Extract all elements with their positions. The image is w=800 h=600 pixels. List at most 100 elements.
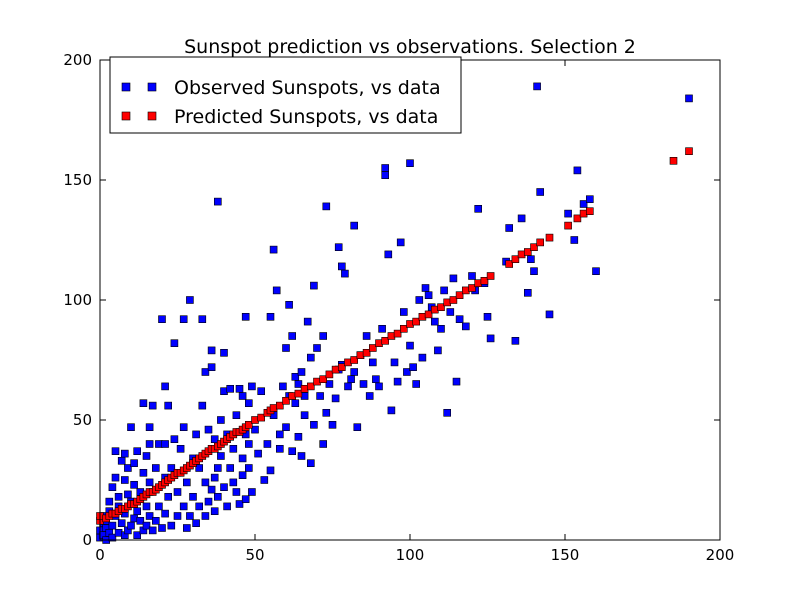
data-point [527,255,535,263]
data-point [685,94,693,103]
data-point [164,492,172,501]
data-point [133,531,141,540]
y-tick-label: 0 [82,531,92,549]
legend-marker [147,82,157,92]
legend-marker [121,82,131,92]
data-point [260,476,269,484]
data-point [294,380,303,388]
data-point [480,276,489,285]
data-point [229,444,238,453]
data-point [158,315,166,324]
data-point [130,459,138,468]
x-tick-label: 50 [245,546,264,564]
data-point [214,197,222,206]
data-point [173,512,182,520]
data-point [164,401,172,410]
data-point [173,488,182,496]
data-point [406,159,414,167]
data-point [434,346,442,355]
data-point [306,459,315,468]
data-point [127,521,135,530]
data-point [198,401,207,410]
data-point [533,82,541,91]
data-point [245,399,253,408]
data-point [685,147,693,155]
data-point [344,382,352,391]
data-point [328,420,337,429]
data-point [530,243,538,251]
data-point [114,492,123,501]
data-point [207,485,216,494]
data-point [381,164,390,172]
data-point [440,286,448,295]
data-point [468,284,476,292]
data-point [186,512,194,520]
data-point [393,329,402,338]
data-point [322,202,331,211]
data-point [573,166,582,175]
series-predicted [96,147,693,525]
data-point [254,449,262,458]
x-tick-label: 0 [95,546,105,564]
data-point [272,286,281,295]
data-point [412,380,421,388]
data-point [365,392,374,400]
data-point [133,447,141,456]
data-point [161,509,169,518]
data-point [505,224,514,232]
data-point [372,375,380,384]
data-point [235,384,244,393]
data-point [282,396,290,405]
data-point [368,344,377,352]
data-point [387,406,396,415]
chart-title: Sunspot prediction vs observations. Sele… [184,36,636,58]
data-point [266,466,275,475]
data-point [449,274,458,283]
data-point [176,444,185,453]
data-point [198,315,207,324]
data-point [418,353,427,362]
data-point [117,456,126,465]
data-point [384,250,393,259]
data-point [179,423,188,432]
data-point [319,332,328,340]
data-point [241,312,250,321]
legend-marker [121,111,131,121]
data-point [248,488,256,496]
data-point [127,423,135,432]
data-point [505,260,514,268]
data-point [511,336,520,345]
data-point [303,317,312,326]
data-point [282,423,290,432]
x-tick-label: 100 [396,546,425,564]
data-point [145,512,154,520]
data-point [297,368,306,376]
data-point [152,464,160,472]
data-point [186,296,194,304]
data-point [393,377,402,386]
legend-box [109,56,462,134]
data-point [238,471,247,480]
data-point [409,363,417,372]
y-tick-label: 100 [63,291,92,309]
data-point [226,384,234,393]
data-point [564,221,572,230]
data-point [235,500,244,508]
data-point [121,476,129,484]
data-point [337,363,346,372]
data-point [275,401,284,410]
data-point [124,464,132,472]
data-point [412,317,421,326]
data-point [452,377,461,386]
x-tick-label: 150 [551,546,580,564]
data-point [341,269,349,278]
data-point [390,358,399,367]
data-point [337,262,346,271]
data-point [232,488,241,496]
data-point [362,348,371,357]
data-point [245,440,253,448]
data-point [133,507,141,516]
data-point [446,308,455,316]
y-tick-label: 150 [63,171,92,189]
